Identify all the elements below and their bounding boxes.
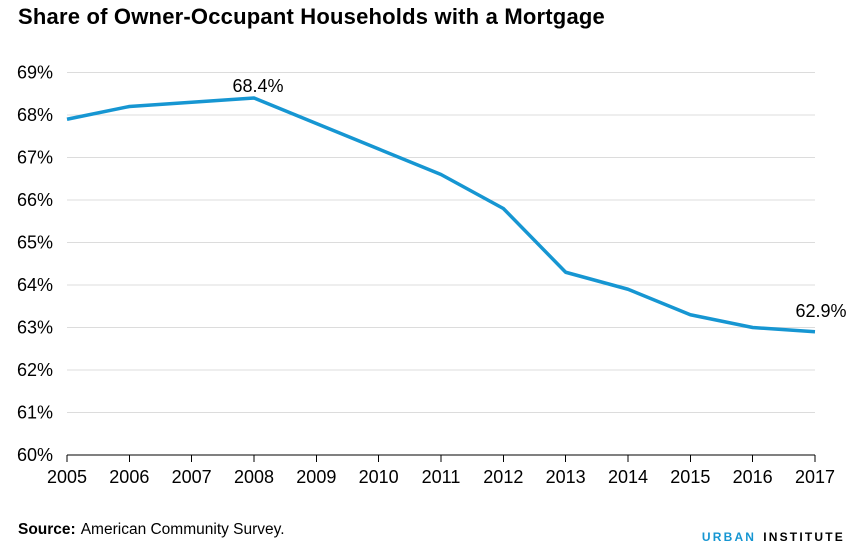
- y-tick-label-64: 64%: [17, 275, 53, 295]
- y-tick-label-61: 61%: [17, 403, 53, 423]
- urban-institute-logo: URBAN INSTITUTE: [702, 530, 845, 544]
- x-tick-label-2011: 2011: [422, 467, 461, 487]
- x-tick-label-2009: 2009: [296, 467, 336, 487]
- data-line: [66, 96, 816, 334]
- x-tick-label-2012: 2012: [483, 467, 523, 487]
- source-label: Source:: [18, 521, 76, 538]
- y-tick-label-69: 69%: [17, 63, 53, 83]
- y-tick-label-67: 67%: [17, 148, 53, 168]
- data-label-2017: 62.9%: [795, 301, 846, 321]
- y-tick-label-60: 60%: [17, 445, 53, 465]
- x-tick-label-2017: 2017: [795, 467, 835, 487]
- chart-title: Share of Owner-Occupant Households with …: [18, 4, 605, 29]
- x-tick-label-2014: 2014: [608, 467, 648, 487]
- y-tick-label-68: 68%: [17, 105, 53, 125]
- y-tick-label-63: 63%: [17, 318, 53, 338]
- y-tick-label-65: 65%: [17, 233, 53, 253]
- x-tick-label-2010: 2010: [359, 467, 399, 487]
- x-tick-label-2007: 2007: [172, 467, 212, 487]
- x-tick-label-2006: 2006: [109, 467, 149, 487]
- y-tick-label-62: 62%: [17, 360, 53, 380]
- x-tick-label-2013: 2013: [546, 467, 586, 487]
- source-text: American Community Survey.: [80, 521, 285, 538]
- x-tick-label-2016: 2016: [733, 467, 773, 487]
- x-tick-label-2005: 2005: [47, 467, 87, 487]
- data-label-2008: 68.4%: [232, 76, 283, 96]
- x-tick-label-2015: 2015: [670, 467, 710, 487]
- x-tick-label-2008: 2008: [234, 467, 274, 487]
- logo-word-institute: INSTITUTE: [763, 530, 845, 544]
- y-tick-label-66: 66%: [17, 190, 53, 210]
- source-note: Source: American Community Survey.: [18, 521, 285, 539]
- logo-word-urban: URBAN: [701, 530, 757, 544]
